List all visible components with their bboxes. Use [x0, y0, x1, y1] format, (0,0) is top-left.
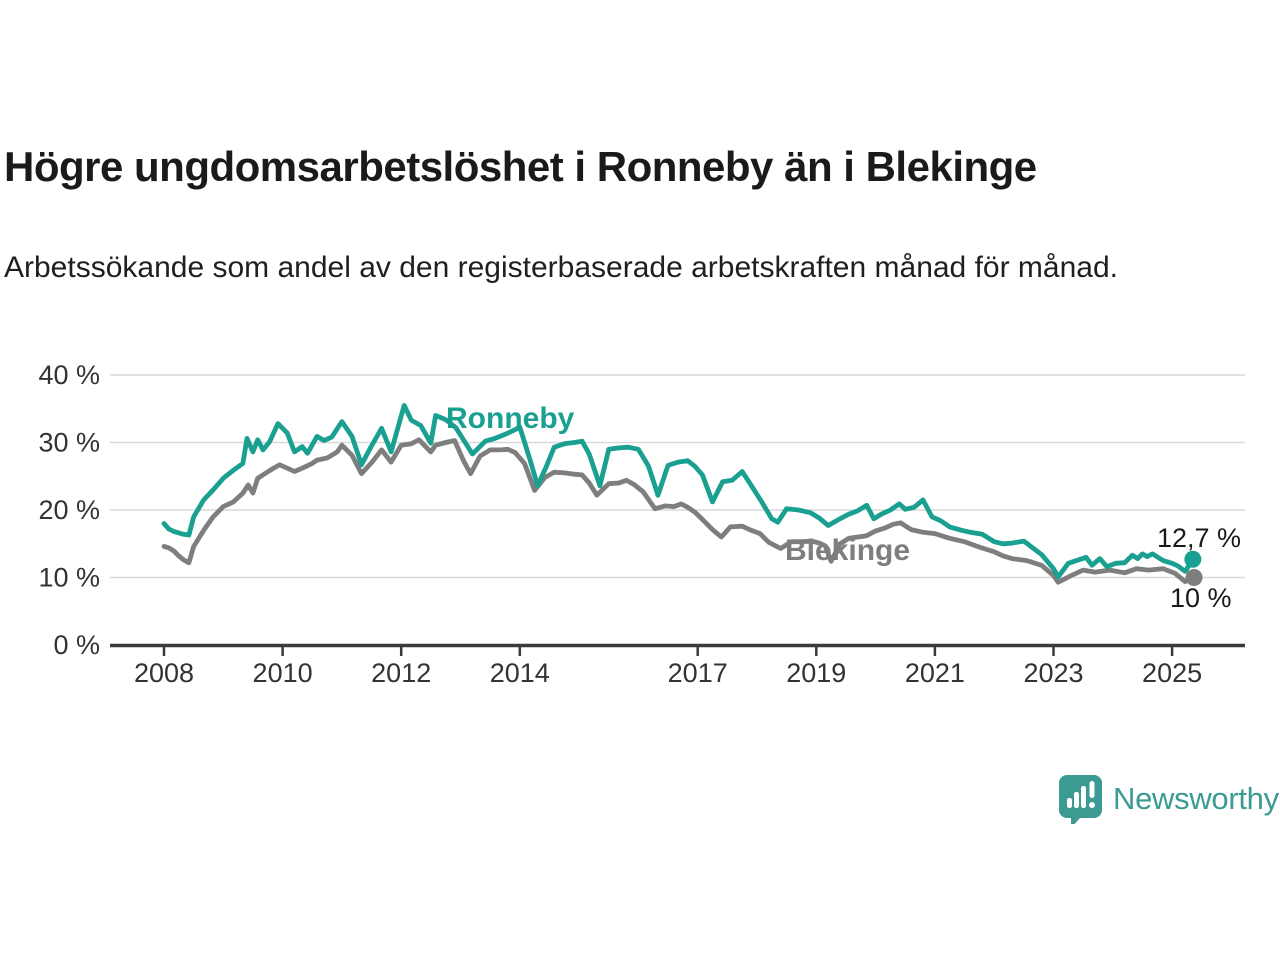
x-tick-label-2023: 2023 — [1023, 658, 1083, 688]
x-tick-label-2019: 2019 — [786, 658, 846, 688]
x-tick-label-2017: 2017 — [668, 658, 728, 688]
series-end-dot-blekinge — [1185, 569, 1203, 586]
y-tick-label-0: 0 % — [53, 630, 100, 660]
x-axis-tick-labels: 2008 2010 2012 2014 2017 2019 2021 2023 2025 — [134, 658, 1202, 688]
end-value-label-ronneby: 12,7 % — [1157, 523, 1241, 553]
series-annotations: Ronneby 12,7 % Blekinge 10 % — [446, 402, 1241, 613]
series-label-blekinge: Blekinge — [785, 534, 910, 567]
series-label-ronneby: Ronneby — [446, 402, 575, 435]
x-axis — [110, 643, 1245, 656]
logo-bar-chart-glyph — [1067, 786, 1086, 808]
series-lines — [161, 403, 1203, 586]
y-tick-label-30: 30 % — [38, 428, 100, 458]
end-value-label-blekinge: 10 % — [1170, 583, 1232, 613]
unemployment-line-chart: 0 % 10 % 20 % 30 % 40 % 2008 2010 2012 2014 2017… — [38, 360, 1245, 688]
gridlines — [110, 374, 1245, 579]
y-tick-label-10: 10 % — [38, 563, 100, 593]
x-tick-label-2012: 2012 — [371, 658, 431, 688]
newsworthy-logo: Newsworthy — [1057, 774, 1279, 824]
x-tick-label-2014: 2014 — [490, 658, 550, 688]
y-tick-label-20: 20 % — [38, 495, 100, 525]
x-tick-label-2008: 2008 — [134, 658, 194, 688]
logo-exclamation-glyph — [1089, 781, 1095, 808]
chart-subtitle: Arbetssökande som andel av den registerb… — [4, 251, 1118, 284]
series-line-ronneby — [161, 403, 1196, 580]
y-tick-label-40: 40 % — [38, 360, 100, 390]
series-line-blekinge — [161, 437, 1197, 585]
x-tick-label-2025: 2025 — [1142, 658, 1202, 688]
series-end-dot-ronneby — [1184, 550, 1202, 568]
y-axis-tick-labels: 0 % 10 % 20 % 30 % 40 % — [38, 360, 100, 660]
x-tick-label-2021: 2021 — [905, 658, 965, 688]
newsworthy-logo-text: Newsworthy — [1113, 781, 1279, 816]
newsworthy-logo-icon — [1059, 775, 1102, 824]
x-tick-label-2010: 2010 — [253, 658, 313, 688]
chart-title: Högre ungdomsarbetslöshet i Ronneby än i… — [4, 143, 1037, 190]
